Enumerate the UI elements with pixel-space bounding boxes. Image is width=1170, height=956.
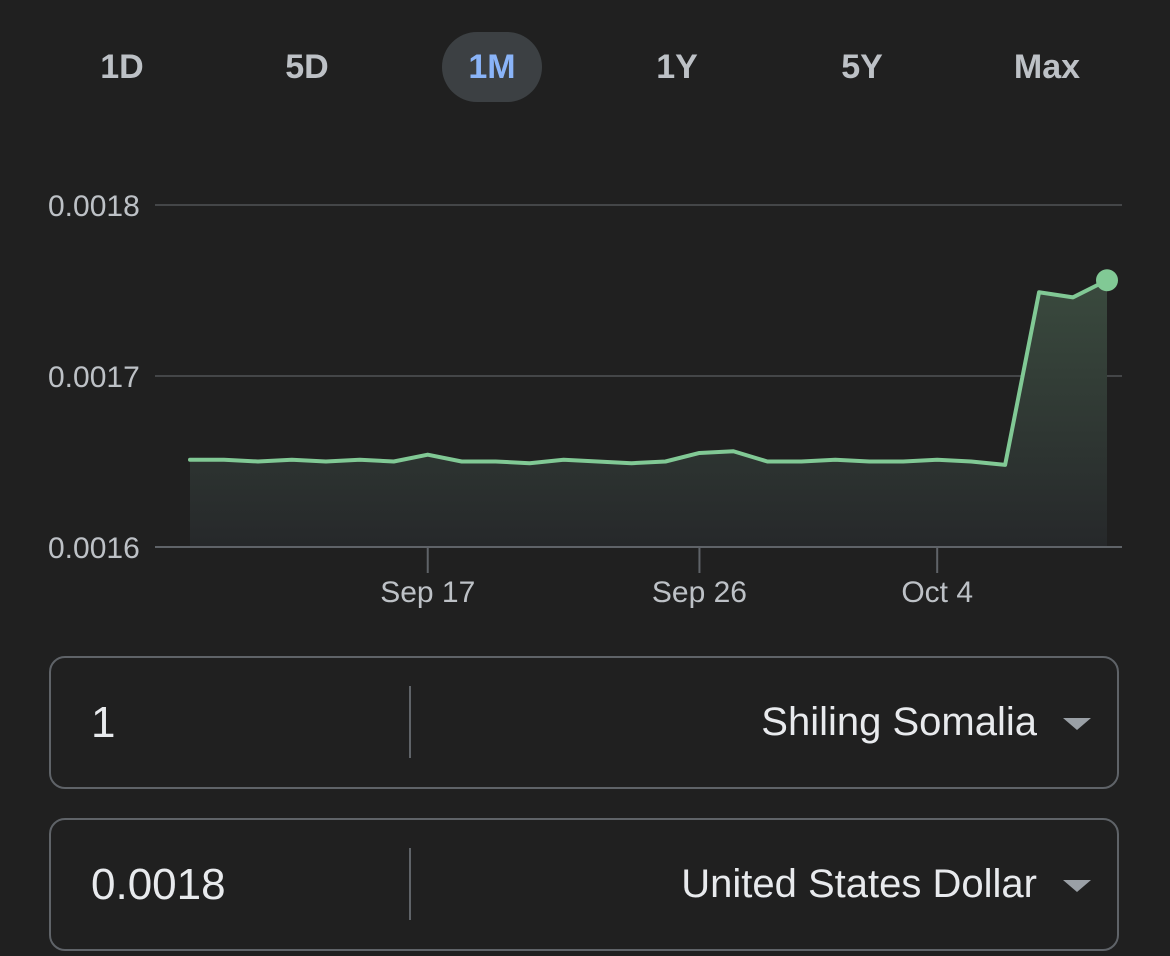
to-amount-input[interactable]: 0.0018 bbox=[91, 859, 226, 909]
divider bbox=[409, 848, 411, 920]
from-currency-select[interactable]: Shiling Somalia bbox=[761, 700, 1037, 744]
caret-down-icon[interactable] bbox=[1063, 718, 1091, 730]
x-tick-label: Sep 26 bbox=[652, 576, 747, 609]
tab-5d[interactable]: 5D bbox=[285, 47, 329, 86]
range-tab-bar: 1D 5D 1M 1Y 5Y Max bbox=[0, 0, 1170, 135]
tab-max[interactable]: Max bbox=[1013, 47, 1081, 86]
price-area bbox=[190, 280, 1107, 547]
caret-down-icon[interactable] bbox=[1063, 880, 1091, 892]
price-line bbox=[188, 278, 1109, 467]
divider bbox=[409, 686, 411, 758]
tab-1y[interactable]: 1Y bbox=[656, 47, 698, 86]
tab-1m[interactable]: 1M bbox=[442, 32, 542, 102]
to-currency-row: 0.0018 United States Dollar bbox=[49, 818, 1119, 951]
from-amount-input[interactable]: 1 bbox=[91, 697, 116, 747]
y-tick-label: 0.0016 bbox=[48, 532, 140, 565]
tab-1d[interactable]: 1D bbox=[100, 47, 144, 86]
x-tick-label: Sep 17 bbox=[380, 576, 475, 609]
y-tick-label: 0.0018 bbox=[48, 190, 140, 223]
price-chart: 0.0018 0.0017 0.0016 Sep 17 Sep 26 Oct 4 bbox=[0, 150, 1170, 620]
from-currency-row: 1 Shiling Somalia bbox=[49, 656, 1119, 789]
price-chart-svg: 0.0018 0.0017 0.0016 Sep 17 Sep 26 Oct 4 bbox=[48, 190, 1122, 609]
to-currency-select[interactable]: United States Dollar bbox=[681, 862, 1037, 906]
x-tick-label: Oct 4 bbox=[901, 576, 973, 609]
tab-5y[interactable]: 5Y bbox=[841, 47, 883, 86]
y-tick-label: 0.0017 bbox=[48, 361, 140, 394]
last-price-point[interactable] bbox=[1096, 269, 1118, 292]
